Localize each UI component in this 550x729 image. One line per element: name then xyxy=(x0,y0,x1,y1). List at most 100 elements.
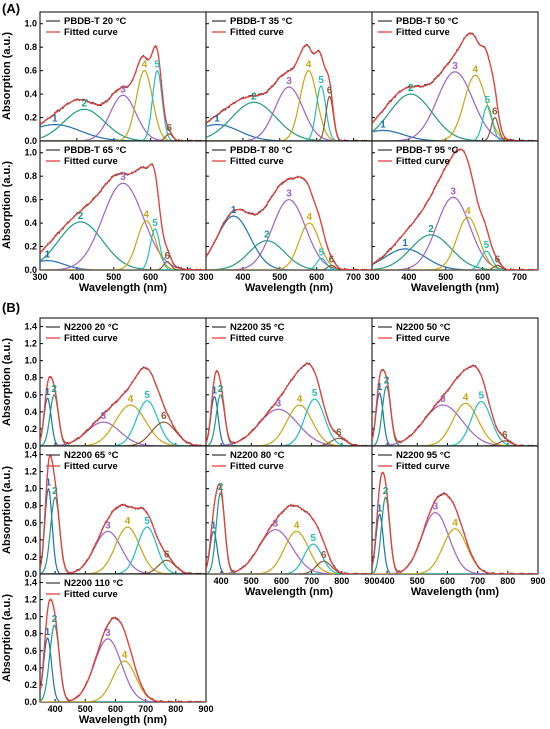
x-tick-label: 400 xyxy=(401,272,416,282)
legend-fitted-label: Fitted curve xyxy=(230,27,284,38)
peak-3-curve xyxy=(40,638,206,702)
raw-data-curve xyxy=(206,175,372,270)
peak-3-curve xyxy=(206,86,372,141)
chart-panel: 300 400 500 600 700 1 2 3 4 56 PBDB-T 80 °CFitted … xyxy=(198,140,373,282)
y-tick-label: 0.6 xyxy=(24,390,37,400)
peak-5-label: 5 xyxy=(318,75,324,86)
peak-2-curve xyxy=(206,101,372,141)
peak-1-label: 1 xyxy=(377,382,383,393)
peak-1-curve xyxy=(40,260,206,270)
y-tick-label: 1.0 xyxy=(24,612,37,622)
peak-4-label: 4 xyxy=(463,392,469,403)
peak-3-label: 3 xyxy=(452,61,458,72)
peak-3-label: 3 xyxy=(433,502,439,513)
peak-1-label: 1 xyxy=(45,627,51,638)
peak-4-curve xyxy=(206,222,372,270)
x-tick-label: 400 xyxy=(48,704,63,714)
peak-4-curve xyxy=(40,660,206,702)
fitted-curve xyxy=(40,366,206,446)
peak-4-curve xyxy=(206,404,372,446)
raw-data-curve xyxy=(40,455,206,574)
peak-2-label: 2 xyxy=(81,98,87,109)
peak-1-label: 1 xyxy=(45,250,51,261)
legend-sample-label: PBDB-T 20 °C xyxy=(64,16,127,27)
peak-2-curve xyxy=(206,240,372,270)
legend-sample-label: N2200 50 °C xyxy=(396,322,451,333)
legend-sample-label: N2200 110 °C xyxy=(64,578,123,589)
chart-panel: 400 500 600 700 800 900 0.0 0.2 0.4 0.6 0.8 1.0 1.2 1… xyxy=(24,573,214,714)
peak-2-label: 2 xyxy=(78,211,84,222)
x-axis-title: Wavelength (nm) xyxy=(245,586,334,598)
x-tick-label: 600 xyxy=(309,272,324,282)
x-tick-label: 300 xyxy=(198,272,213,282)
peak-2-curve xyxy=(40,221,206,270)
peak-1-label: 1 xyxy=(46,478,52,489)
fitted-curve xyxy=(206,44,372,141)
x-tick-label: 700 xyxy=(138,704,153,714)
section-a-letter: (A) xyxy=(2,1,20,16)
fitted-curve xyxy=(372,471,538,574)
peak-2-label: 2 xyxy=(251,91,257,102)
x-tick-label: 400 xyxy=(214,576,229,586)
peak-4-label: 4 xyxy=(143,210,149,221)
curve-group xyxy=(206,483,372,574)
peak-4-curve xyxy=(40,70,206,141)
peak-3-label: 3 xyxy=(120,84,126,95)
legend-fitted-label: Fitted curve xyxy=(396,156,450,167)
peak-3-label: 3 xyxy=(450,186,456,197)
peak-1-label: 1 xyxy=(402,238,408,249)
legend-sample-label: PBDB-T 65 °C xyxy=(64,145,127,156)
y-tick-label: 0.6 xyxy=(24,518,37,528)
legend-sample-label: N2200 95 °C xyxy=(396,450,451,461)
peak-5-label: 5 xyxy=(478,391,484,402)
peak-5-curve xyxy=(206,85,372,141)
peak-5-label: 5 xyxy=(310,533,316,544)
legend-fitted-label: Fitted curve xyxy=(230,156,284,167)
legend-sample-label: N2200 80 °C xyxy=(230,450,285,461)
legend-sample-label: PBDB-T 95 °C xyxy=(396,145,459,156)
raw-data-curve xyxy=(40,45,206,141)
y-tick-label: 0.4 xyxy=(24,218,37,228)
peak-1-label: 1 xyxy=(45,387,51,398)
x-tick-label: 400 xyxy=(380,576,395,586)
peak-4-label: 4 xyxy=(297,394,303,405)
peak-5-label: 5 xyxy=(312,388,318,399)
y-tick-label: 1.0 xyxy=(24,484,37,494)
peak-4-curve xyxy=(372,528,538,574)
y-tick-label: 0.4 xyxy=(24,535,37,545)
y-tick-label: 0.2 xyxy=(24,424,37,434)
peak-3-label: 3 xyxy=(440,394,446,405)
peak-4-label: 4 xyxy=(142,60,148,71)
legend-sample-label: N2200 20 °C xyxy=(64,322,119,333)
y-tick-label: 1.0 xyxy=(24,148,37,158)
peak-4-label: 4 xyxy=(307,212,313,223)
peak-2-label: 2 xyxy=(408,83,414,94)
peak-2-label: 2 xyxy=(428,224,434,235)
peak-4-curve xyxy=(372,74,538,141)
peak-4-curve xyxy=(40,526,206,574)
x-tick-label: 400 xyxy=(235,272,250,282)
curve-group xyxy=(372,471,538,574)
y-tick-label: 0.6 xyxy=(24,646,37,656)
peak-2-label: 2 xyxy=(52,486,58,497)
raw-data-curve xyxy=(372,32,538,141)
peak-2-curve xyxy=(40,624,206,702)
chart-panel: 400 500 600 700 800 900 1 2 3 456 N2200 80 °CFitte… xyxy=(205,445,380,586)
peak-1-label: 1 xyxy=(377,503,383,514)
peak-6-label: 6 xyxy=(164,251,170,262)
peak-6-label: 6 xyxy=(164,549,170,560)
peak-5-curve xyxy=(206,398,372,446)
fitted-curve xyxy=(40,454,206,574)
y-tick-label: 0.0 xyxy=(24,697,37,707)
peak-1-label: 1 xyxy=(380,119,386,130)
raw-data-curve xyxy=(206,362,372,446)
y-tick-label: 0.4 xyxy=(24,663,37,673)
fitted-curve xyxy=(206,176,372,270)
peak-6-curve xyxy=(206,437,372,446)
x-tick-label: 600 xyxy=(143,272,158,282)
peak-1-curve xyxy=(206,395,372,446)
x-tick-label: 600 xyxy=(440,576,455,586)
